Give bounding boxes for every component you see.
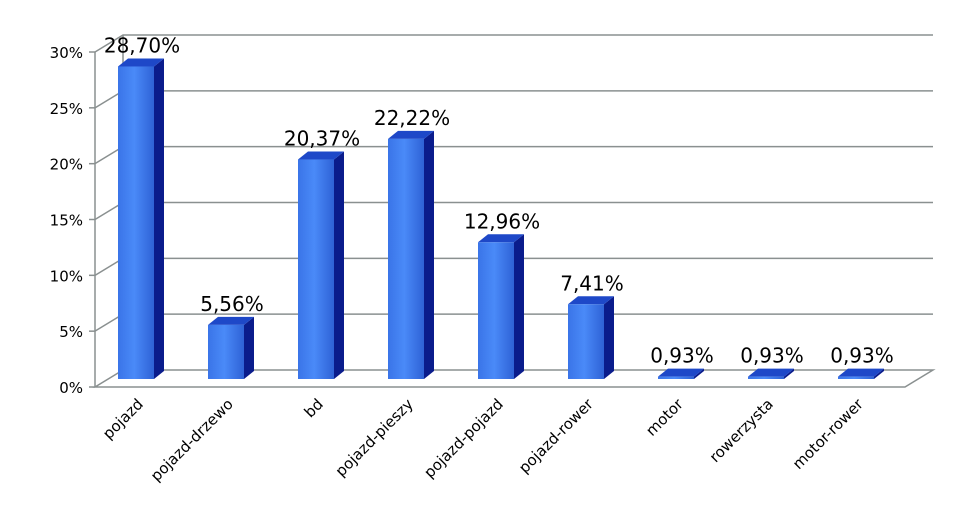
bar-side (694, 368, 704, 379)
bar (838, 368, 884, 379)
bar-side (334, 151, 344, 379)
x-category-label: pojazd-pieszy (332, 395, 417, 480)
bar-top (388, 130, 434, 139)
bar-top (658, 368, 704, 377)
x-category-label: bd (301, 395, 327, 421)
bar-side (784, 368, 794, 379)
bar-top (748, 368, 794, 377)
bar-side (514, 234, 524, 379)
bar-front (298, 159, 334, 379)
labels: 0% 5% 10% 15% 20% 25% 30% 28,70% pojazd 5,56% poja… (50, 34, 894, 485)
bar-front (478, 242, 514, 379)
x-category-label: rowerzysta (706, 395, 777, 466)
bar-side (424, 130, 434, 379)
bar (748, 368, 794, 379)
gridline (94, 34, 933, 53)
bar-top (118, 58, 164, 67)
bar-front (748, 376, 784, 379)
bar-front (838, 376, 874, 379)
bar-side (154, 58, 164, 380)
bar-side (874, 368, 884, 379)
bar (658, 368, 704, 379)
bar (388, 130, 434, 379)
y-tick-label: 20% (50, 156, 83, 174)
bar (118, 58, 164, 380)
x-category-label: pojazd (99, 395, 147, 443)
x-category-label: pojazd-drzewo (147, 395, 237, 485)
bar-front (388, 138, 424, 379)
data-label: 22,22% (374, 106, 450, 130)
x-category-label: pojazd-rower (515, 395, 597, 477)
x-category-label: pojazd-pojazd (420, 395, 506, 481)
data-label: 20,37% (284, 127, 360, 151)
gridline (94, 90, 933, 109)
bars (118, 58, 884, 380)
bar (208, 316, 254, 379)
bar-top (208, 316, 254, 325)
data-label: 12,96% (464, 209, 540, 233)
bar (298, 151, 344, 379)
bar-front (568, 304, 604, 379)
y-tick-label: 5% (59, 323, 83, 341)
data-label: 28,70% (104, 34, 180, 58)
data-label: 5,56% (200, 292, 264, 316)
bar-top (478, 234, 524, 243)
x-category-label: motor-rower (789, 395, 867, 473)
bar-front (118, 66, 154, 380)
bar-top (838, 368, 884, 377)
floor (92, 369, 936, 388)
y-tick-label: 30% (50, 44, 83, 62)
bar-top (568, 296, 614, 305)
data-label: 7,41% (560, 271, 624, 295)
gridline (94, 145, 933, 165)
bar-top (298, 151, 344, 160)
y-tick-label: 10% (50, 267, 83, 285)
data-label: 0,93% (830, 344, 894, 368)
data-label: 0,93% (740, 344, 804, 368)
bar-side (604, 296, 614, 379)
bar-side (244, 316, 254, 379)
bar-front (658, 376, 694, 379)
y-tick-label: 0% (59, 379, 83, 397)
bar (478, 234, 524, 379)
data-label: 0,93% (650, 344, 714, 368)
y-tick-label: 15% (50, 212, 83, 230)
x-category-label: motor (642, 395, 687, 440)
bar (568, 296, 614, 379)
y-tick-label: 25% (50, 100, 83, 118)
bar-front (208, 324, 244, 379)
